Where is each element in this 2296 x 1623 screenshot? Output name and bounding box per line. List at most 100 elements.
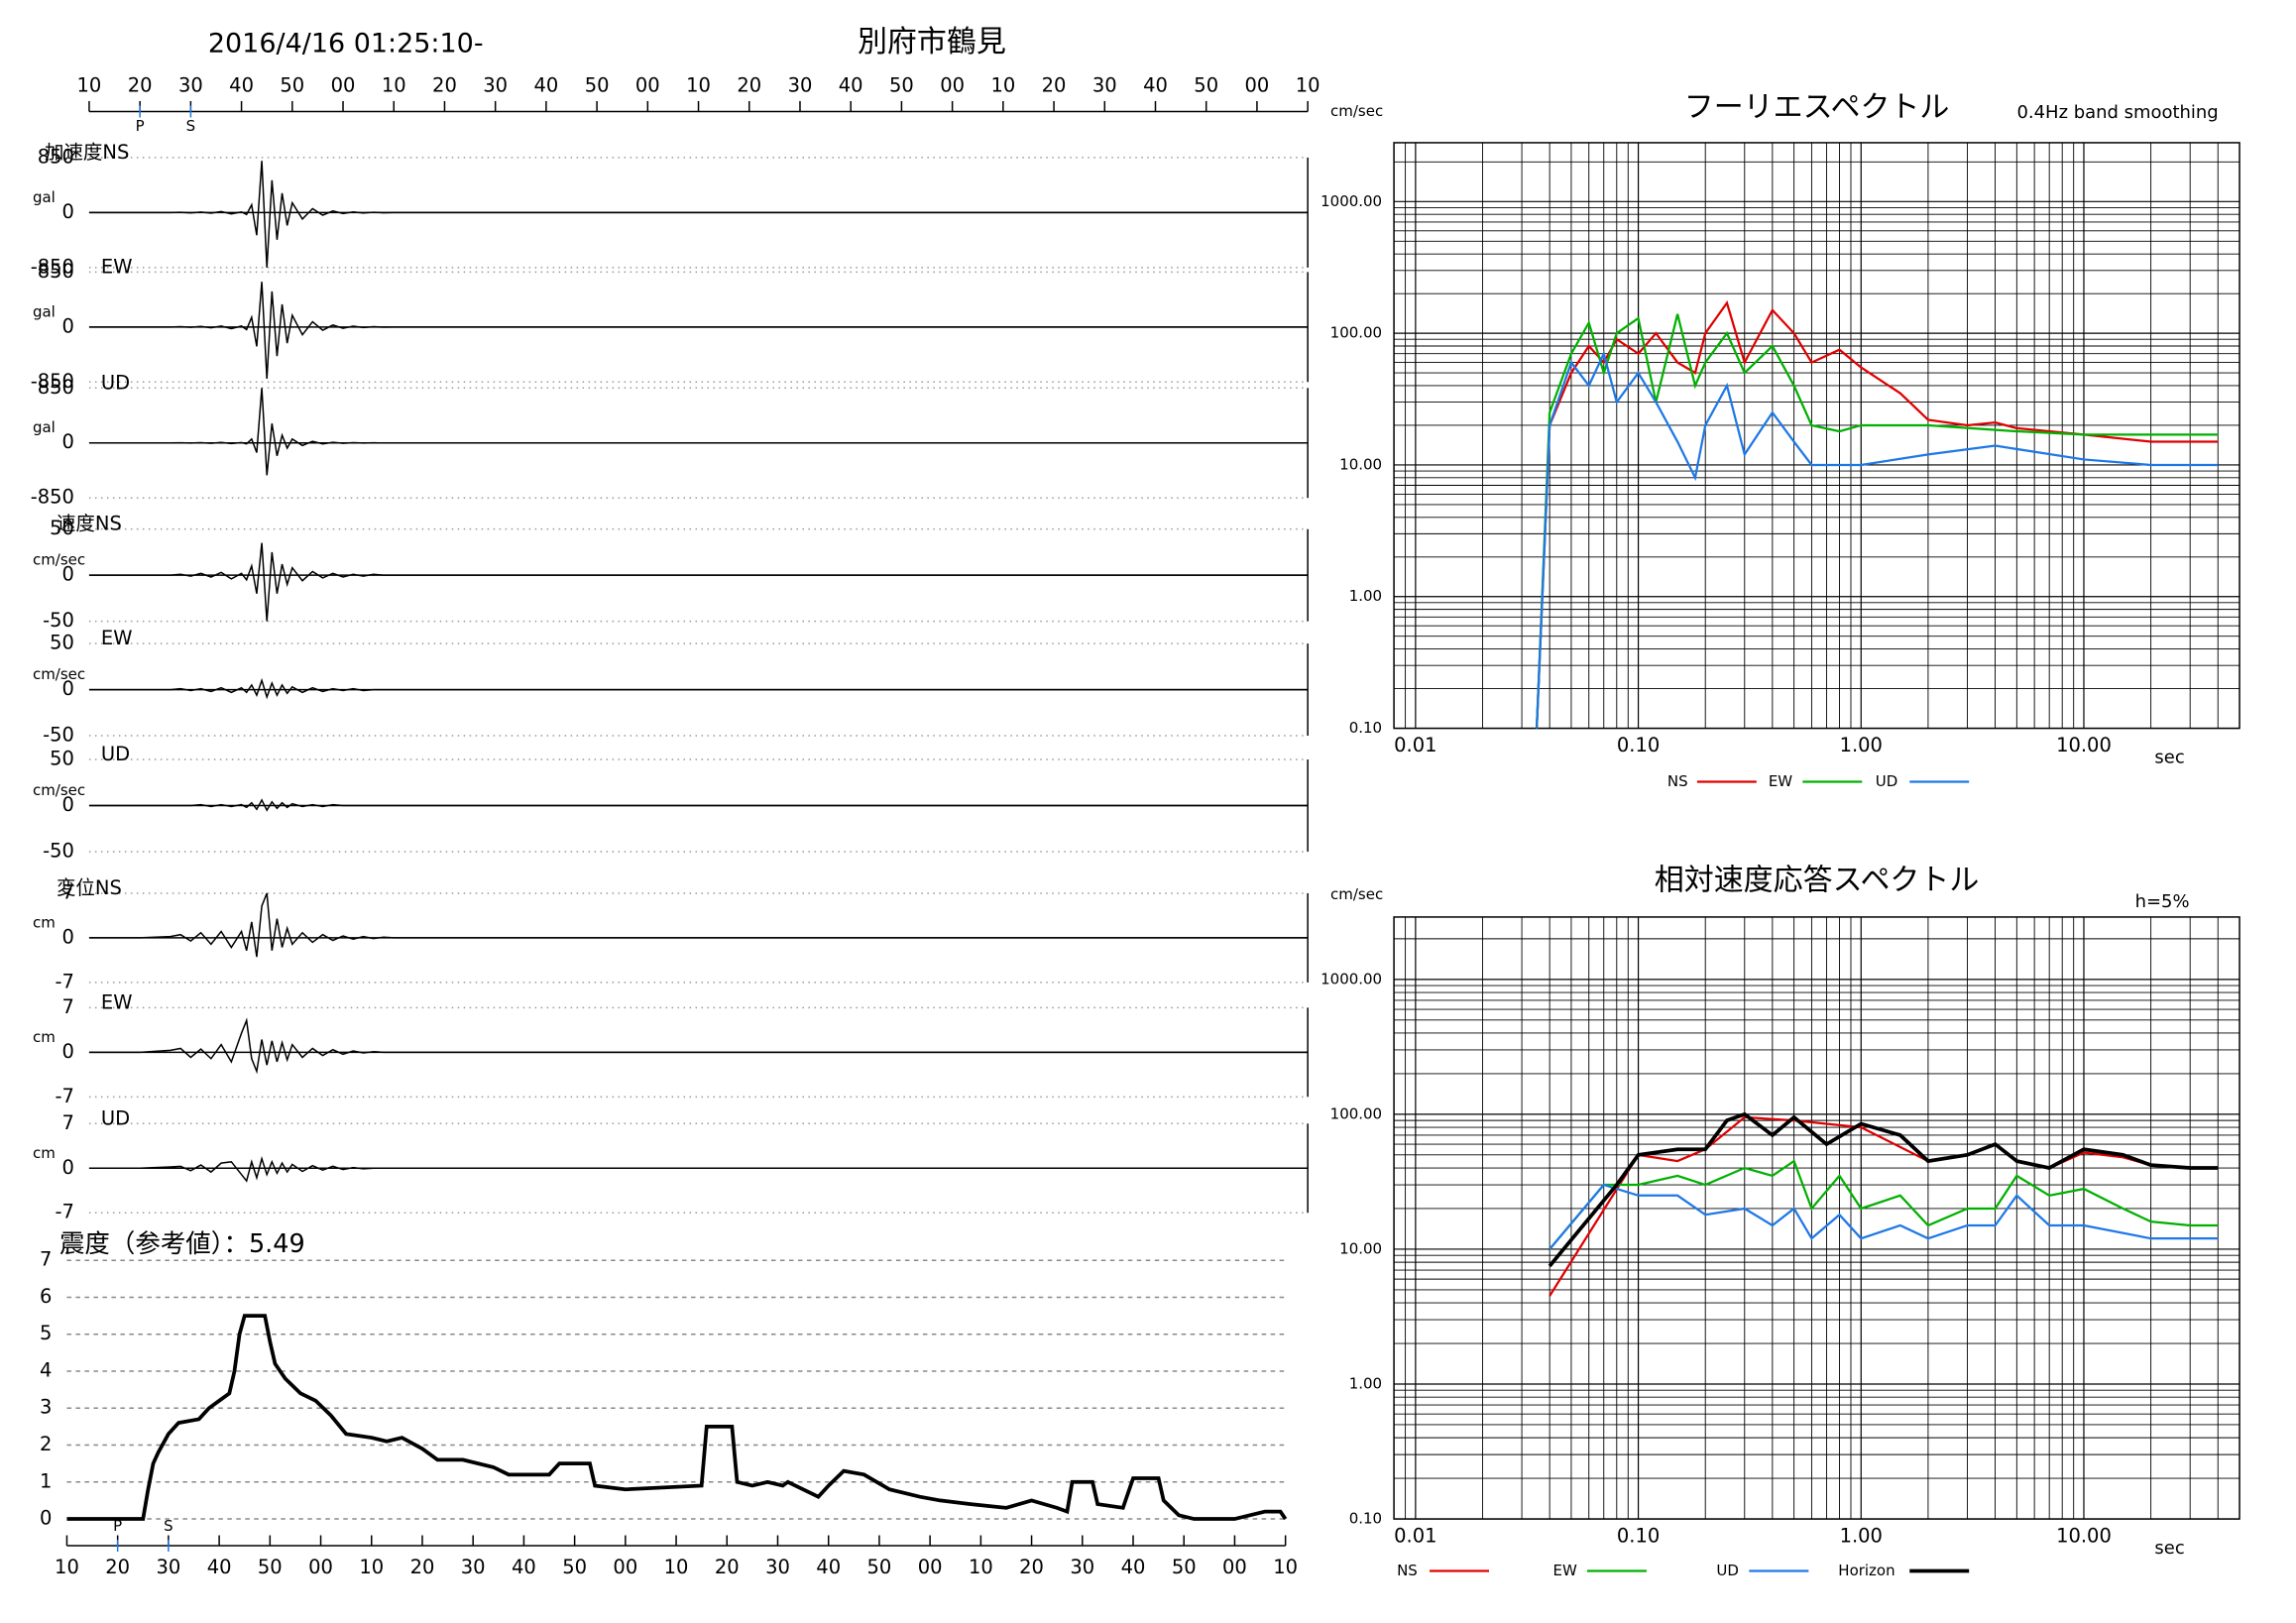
x-tick-label: 10 — [55, 1556, 79, 1578]
y-tick-label: -850 — [31, 255, 74, 278]
x-tick-label: 00 — [635, 73, 660, 96]
y-tick-label: 1000.00 — [1320, 970, 1382, 987]
x-tick-label: 50 — [280, 73, 304, 96]
y-tick-label: 100.00 — [1330, 1104, 1382, 1122]
y-tick-label: -50 — [43, 724, 74, 747]
y-tick-label: 7 — [40, 1248, 52, 1271]
y-tick-label: 10.00 — [1339, 1239, 1382, 1257]
datetime: 2016/4/16 01:25:10- — [208, 29, 484, 59]
x-tick-label: 40 — [816, 1556, 841, 1578]
chart-subtitle: h=5% — [2135, 891, 2190, 912]
x-tick-label: 20 — [410, 1556, 435, 1578]
y-tick-label: 0.10 — [1349, 719, 1382, 737]
spectrum-line — [1548, 1111, 2219, 1268]
x-tick-label: 20 — [715, 1556, 740, 1578]
chart-title: 震度（参考値）：5.49 — [59, 1229, 305, 1259]
y-tick-label: 1.00 — [1349, 1374, 1382, 1392]
y-tick-label: 4 — [40, 1358, 52, 1381]
legend-label: NS — [1667, 772, 1688, 790]
y-tick-label: 7 — [62, 880, 74, 903]
waveform — [88, 388, 1309, 476]
spectrum-line — [1535, 350, 2219, 729]
spectrum-line — [1549, 1183, 2219, 1250]
x-tick-label: 30 — [788, 73, 813, 96]
y-tick-label: 850 — [38, 145, 74, 168]
trace-name: UD — [101, 743, 130, 765]
x-tick-label: 30 — [156, 1556, 180, 1578]
y-tick-label: 0 — [40, 1507, 52, 1530]
y-tick-label: 850 — [38, 376, 74, 399]
trace-unit: gal — [33, 418, 56, 436]
x-tick-label: 00 — [918, 1556, 943, 1578]
legend-label: UD — [1876, 772, 1898, 790]
trace-unit: cm — [33, 913, 56, 931]
y-axis-label: cm/sec — [1330, 102, 1383, 120]
waveform — [88, 677, 1309, 700]
trace-unit: cm/sec — [33, 781, 85, 799]
x-tick-label: 20 — [128, 73, 153, 96]
x-tick-label: 50 — [867, 1556, 892, 1578]
legend-label: EW — [1769, 772, 1792, 790]
x-tick-label: 00 — [331, 73, 356, 96]
trace-unit: cm/sec — [33, 665, 85, 683]
trace-name: 変位NS — [57, 876, 122, 899]
trace-unit: cm/sec — [33, 551, 85, 569]
x-tick-label: 10 — [1296, 73, 1320, 96]
y-tick-label: 10.00 — [1339, 455, 1382, 473]
trace-name: EW — [101, 255, 133, 278]
x-tick-label: 10 — [686, 73, 711, 96]
x-tick-label: 30 — [765, 1556, 790, 1578]
y-tick-label: -50 — [43, 609, 74, 632]
x-tick-label: 20 — [432, 73, 457, 96]
trace-name: UD — [101, 371, 130, 394]
spectrum-line — [1535, 299, 2219, 729]
y-tick-label: 100.00 — [1330, 324, 1382, 342]
waveform — [88, 892, 1309, 958]
phase-label: P — [136, 117, 145, 135]
spectrum-line — [1535, 313, 2219, 729]
x-tick-label: 0.10 — [1617, 1525, 1660, 1548]
y-tick-label: 0 — [62, 677, 74, 700]
trace-unit: gal — [33, 188, 56, 206]
trace-unit: cm — [33, 1028, 56, 1046]
waveform — [88, 161, 1309, 268]
x-tick-label: 30 — [461, 1556, 486, 1578]
x-tick-label: 50 — [258, 1556, 283, 1578]
trace-unit: cm — [33, 1144, 56, 1162]
x-tick-label: 0.10 — [1617, 734, 1660, 756]
trace-unit: gal — [33, 302, 56, 320]
x-tick-label: 20 — [1042, 73, 1067, 96]
x-tick-label: 10 — [1273, 1556, 1298, 1578]
waveform — [88, 542, 1309, 622]
trace-name: UD — [101, 1106, 130, 1129]
y-tick-label: 0 — [62, 563, 74, 586]
y-axis-label: cm/sec — [1330, 885, 1383, 903]
y-tick-label: 50 — [50, 748, 74, 770]
y-tick-label: 850 — [38, 260, 74, 283]
x-axis-label: sec — [2154, 748, 2184, 768]
x-tick-label: 10 — [382, 73, 406, 96]
x-tick-label: 50 — [1172, 1556, 1197, 1578]
trace-name: EW — [101, 627, 133, 649]
y-tick-label: -7 — [56, 1201, 74, 1223]
x-tick-label: 1.00 — [1840, 734, 1883, 756]
intensity-line — [66, 1314, 1288, 1521]
x-tick-label: 40 — [1143, 73, 1168, 96]
y-tick-label: 6 — [40, 1285, 52, 1308]
x-tick-label: 0.01 — [1394, 1525, 1436, 1548]
x-tick-label: 50 — [1194, 73, 1218, 96]
station-title: 別府市鶴見 — [858, 25, 1006, 59]
x-tick-label: 40 — [512, 1556, 536, 1578]
x-tick-label: 00 — [1245, 73, 1270, 96]
x-tick-label: 0.01 — [1394, 734, 1436, 756]
x-axis-label: sec — [2154, 1538, 2184, 1559]
x-tick-label: 10.00 — [2056, 734, 2112, 756]
x-tick-label: 10 — [969, 1556, 993, 1578]
trace-name: 速度NS — [57, 513, 122, 535]
x-tick-label: 20 — [105, 1556, 130, 1578]
x-tick-label: 40 — [1121, 1556, 1146, 1578]
x-tick-label: 40 — [207, 1556, 232, 1578]
y-tick-label: 0 — [62, 314, 74, 337]
x-tick-label: 00 — [613, 1556, 637, 1578]
y-tick-label: -850 — [31, 486, 74, 509]
